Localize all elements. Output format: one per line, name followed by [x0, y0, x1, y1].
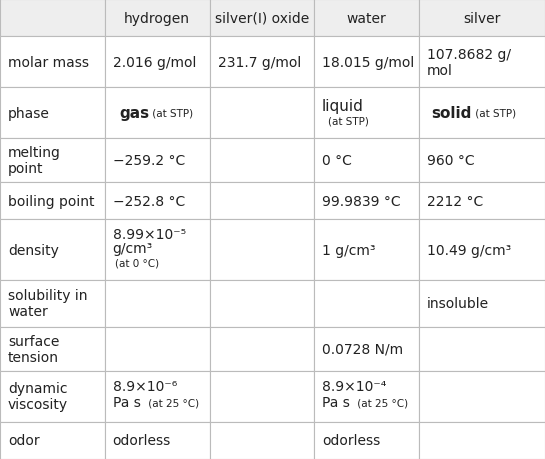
Text: 0 °C: 0 °C: [322, 154, 352, 168]
Text: 18.015 g/mol: 18.015 g/mol: [322, 56, 414, 69]
Text: (at STP): (at STP): [328, 116, 369, 126]
Bar: [419, 88, 545, 139]
Bar: [419, 371, 545, 422]
Bar: [105, 37, 210, 88]
Bar: [0, 183, 105, 220]
Bar: [0, 37, 105, 88]
Bar: [105, 371, 210, 422]
Bar: [105, 0, 210, 37]
Bar: [210, 220, 314, 280]
Bar: [210, 371, 314, 422]
Bar: [419, 280, 545, 327]
Text: 1 g/cm³: 1 g/cm³: [322, 243, 376, 257]
Text: liquid: liquid: [322, 99, 364, 114]
Bar: [210, 0, 314, 37]
Bar: [210, 37, 314, 88]
Text: 8.99×10⁻⁵: 8.99×10⁻⁵: [113, 227, 186, 241]
Text: hydrogen: hydrogen: [124, 11, 190, 26]
Text: silver: silver: [463, 11, 500, 26]
Text: Pa s: Pa s: [322, 396, 350, 409]
Bar: [314, 371, 419, 422]
Bar: [419, 183, 545, 220]
Bar: [0, 371, 105, 422]
Text: g/cm³: g/cm³: [113, 241, 153, 255]
Bar: [314, 37, 419, 88]
Text: water: water: [347, 11, 386, 26]
Text: 2212 °C: 2212 °C: [427, 194, 483, 208]
Text: solubility in
water: solubility in water: [8, 289, 88, 319]
Text: (at STP): (at STP): [149, 108, 193, 118]
Bar: [419, 139, 545, 183]
Bar: [314, 0, 419, 37]
Text: −259.2 °C: −259.2 °C: [113, 154, 185, 168]
Bar: [419, 0, 545, 37]
Text: (at 0 °C): (at 0 °C): [114, 258, 159, 268]
Bar: [105, 139, 210, 183]
Text: 8.9×10⁻⁴: 8.9×10⁻⁴: [322, 380, 386, 393]
Text: melting
point: melting point: [8, 146, 61, 176]
Text: surface
tension: surface tension: [8, 334, 59, 364]
Text: 10.49 g/cm³: 10.49 g/cm³: [427, 243, 511, 257]
Bar: [210, 88, 314, 139]
Bar: [314, 327, 419, 371]
Bar: [0, 422, 105, 459]
Text: 99.9839 °C: 99.9839 °C: [322, 194, 401, 208]
Text: 0.0728 N/m: 0.0728 N/m: [322, 342, 403, 356]
Bar: [314, 220, 419, 280]
Bar: [0, 139, 105, 183]
Text: 231.7 g/mol: 231.7 g/mol: [218, 56, 301, 69]
Bar: [419, 327, 545, 371]
Bar: [105, 280, 210, 327]
Text: (at 25 °C): (at 25 °C): [144, 397, 199, 408]
Bar: [0, 88, 105, 139]
Text: insoluble: insoluble: [427, 297, 489, 311]
Text: density: density: [8, 243, 59, 257]
Text: odorless: odorless: [113, 433, 171, 448]
Bar: [314, 280, 419, 327]
Bar: [105, 183, 210, 220]
Text: 960 °C: 960 °C: [427, 154, 474, 168]
Bar: [0, 280, 105, 327]
Text: −252.8 °C: −252.8 °C: [113, 194, 185, 208]
Bar: [105, 327, 210, 371]
Text: boiling point: boiling point: [8, 194, 94, 208]
Bar: [419, 422, 545, 459]
Text: phase: phase: [8, 106, 50, 120]
Text: (at 25 °C): (at 25 °C): [354, 397, 408, 408]
Bar: [210, 280, 314, 327]
Bar: [105, 422, 210, 459]
Bar: [314, 88, 419, 139]
Bar: [314, 422, 419, 459]
Bar: [0, 0, 105, 37]
Bar: [210, 327, 314, 371]
Text: 2.016 g/mol: 2.016 g/mol: [113, 56, 196, 69]
Text: gas: gas: [119, 106, 149, 121]
Bar: [314, 183, 419, 220]
Bar: [210, 422, 314, 459]
Text: odor: odor: [8, 433, 40, 448]
Bar: [105, 220, 210, 280]
Text: odorless: odorless: [322, 433, 380, 448]
Text: 8.9×10⁻⁶: 8.9×10⁻⁶: [113, 380, 177, 393]
Bar: [0, 327, 105, 371]
Bar: [210, 183, 314, 220]
Text: molar mass: molar mass: [8, 56, 89, 69]
Bar: [105, 88, 210, 139]
Bar: [0, 220, 105, 280]
Text: dynamic
viscosity: dynamic viscosity: [8, 381, 68, 412]
Bar: [314, 139, 419, 183]
Bar: [419, 220, 545, 280]
Bar: [210, 139, 314, 183]
Text: (at STP): (at STP): [472, 108, 516, 118]
Text: Pa s: Pa s: [113, 396, 141, 409]
Bar: [419, 37, 545, 88]
Text: solid: solid: [432, 106, 472, 121]
Text: silver(I) oxide: silver(I) oxide: [215, 11, 309, 26]
Text: 107.8682 g/
mol: 107.8682 g/ mol: [427, 47, 511, 78]
